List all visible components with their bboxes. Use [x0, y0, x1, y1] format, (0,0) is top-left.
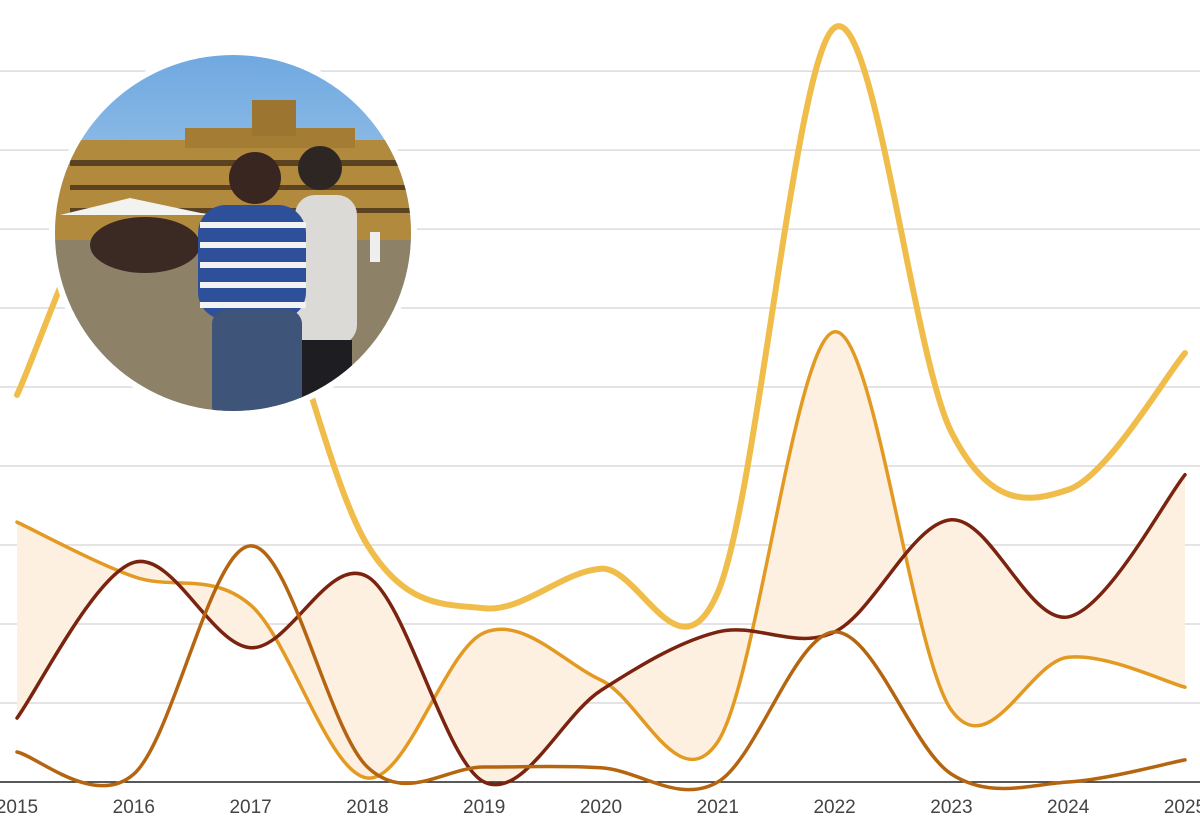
x-tick-label: 2025: [1164, 797, 1200, 818]
x-tick-label: 2018: [346, 797, 388, 818]
line-series: [15, 544, 1187, 792]
x-tick-label: 2022: [813, 797, 855, 818]
band-fill: [17, 331, 1185, 785]
x-tick-label: 2021: [697, 797, 739, 818]
x-tick-label: 2017: [229, 797, 271, 818]
x-tick-label: 2016: [113, 797, 155, 818]
x-tick-label: 2024: [1047, 797, 1090, 818]
x-tick-label: 2023: [930, 797, 972, 818]
line-series: [15, 330, 1187, 780]
x-tick-label: 2019: [463, 797, 505, 818]
x-tick-label: 2020: [580, 797, 622, 818]
x-tick-label: 2015: [0, 797, 38, 818]
photo: [49, 49, 417, 417]
